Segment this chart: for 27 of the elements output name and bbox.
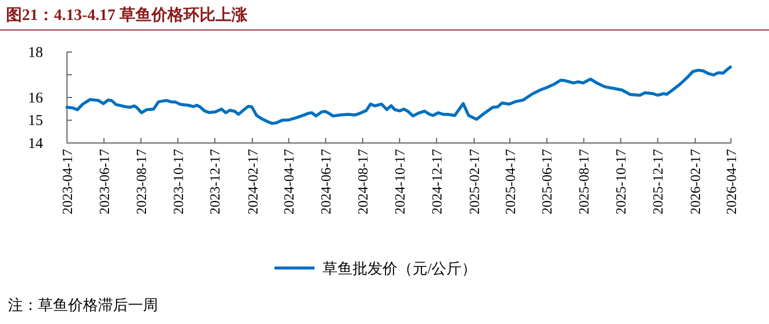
x-tick-label: 2023-06-17	[98, 149, 113, 214]
x-tick-label: 2023-10-17	[172, 149, 187, 214]
x-tick-label: 2026-04-17	[724, 149, 740, 214]
text: 注：草鱼价格滞后一周	[8, 297, 158, 314]
x-tick-label: 2023-04-17	[60, 149, 76, 214]
x-tick-label: 2025-10-17	[614, 149, 630, 214]
line-series	[66, 66, 732, 125]
chart-title: 图21：4.13-4.17 草鱼价格环比上涨	[6, 6, 248, 24]
x-tick-label: 2025-06-17	[540, 149, 556, 214]
x-tick-label: 2023-12-17	[208, 149, 224, 214]
x-tick-label: 2024-02-17	[246, 149, 262, 214]
x-tick-label: 2023-08-17	[134, 149, 150, 214]
x-tick-label: 2025-08-17	[578, 149, 593, 214]
x-tick-label: 2025-02-17	[468, 149, 484, 214]
y-tick-label: 18	[28, 44, 43, 61]
x-tick-label: 2024-08-17	[356, 149, 372, 214]
x-tick-label: 2025-04-17	[504, 149, 519, 214]
x-tick-label: 2024-12-17	[430, 149, 446, 214]
x-tick-label: 2024-06-17	[320, 149, 335, 214]
legend-label: 草鱼批发价（元/公斤）	[322, 260, 477, 278]
y-tick-label: 14	[28, 136, 44, 152]
x-tick-label: 2024-10-17	[394, 149, 409, 214]
x-tick-label: 2024-04-17	[282, 149, 298, 214]
x-tick-label: 2026-02-17	[689, 149, 704, 214]
y-tick-label: 16	[28, 90, 44, 106]
y-tick-label: 15	[28, 113, 43, 130]
x-tick-label: 2025-12-17	[652, 149, 667, 214]
